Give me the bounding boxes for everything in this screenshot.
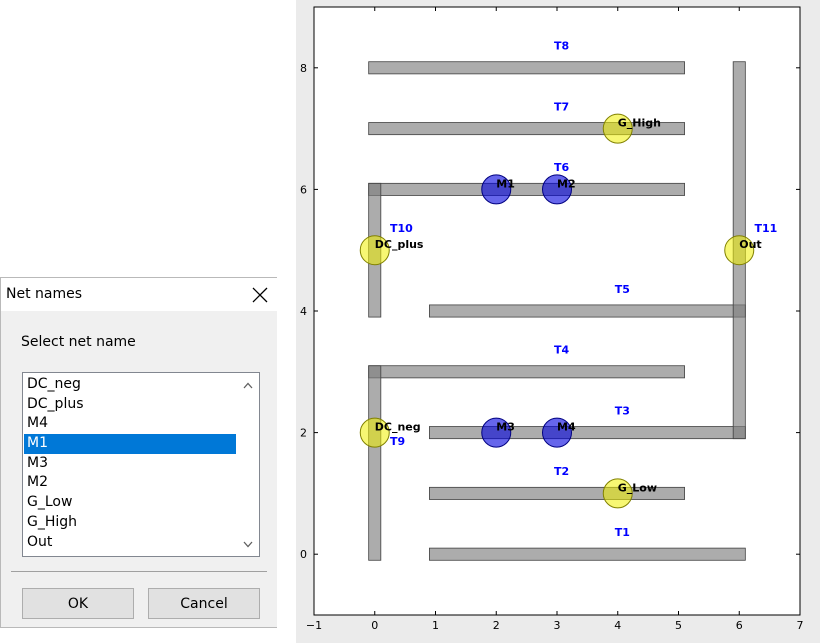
node-out xyxy=(724,235,755,266)
track-t5 xyxy=(429,304,746,318)
x-tick-label: 5 xyxy=(675,619,682,632)
node-m1 xyxy=(481,174,512,205)
y-tick-label: 6 xyxy=(300,183,307,196)
x-tick-label: 6 xyxy=(736,619,743,632)
cancel-button[interactable]: Cancel xyxy=(148,588,260,619)
node-g-high xyxy=(602,113,633,144)
button-separator xyxy=(11,571,267,572)
track-t8 xyxy=(368,61,685,75)
track-label-t4: T4 xyxy=(554,344,570,357)
track-label-t7: T7 xyxy=(554,100,569,113)
track-label-t10: T10 xyxy=(390,222,413,235)
track-t4 xyxy=(368,365,685,379)
y-tick-label: 2 xyxy=(300,427,307,440)
track-label-t9: T9 xyxy=(390,435,405,448)
node-g-low xyxy=(602,478,633,509)
chevron-up-icon xyxy=(243,382,253,388)
track-t9 xyxy=(368,365,382,561)
y-tick-label: 0 xyxy=(300,548,307,561)
ok-button[interactable]: OK xyxy=(22,588,134,619)
x-tick-label: 1 xyxy=(432,619,439,632)
node-label-dc-plus: DC_plus xyxy=(375,238,424,251)
node-label-g-low: G_Low xyxy=(618,481,657,494)
y-tick-label: 8 xyxy=(300,62,307,75)
list-item[interactable]: Out xyxy=(27,533,53,550)
chevron-down-icon xyxy=(243,541,253,547)
net-name-listbox[interactable]: DC_neg DC_plus M4 M1 M3 M2 G_Low G_High … xyxy=(22,372,260,557)
close-icon xyxy=(252,287,268,303)
x-tick-label: −1 xyxy=(306,619,322,632)
list-item[interactable]: DC_plus xyxy=(27,395,84,412)
close-button[interactable] xyxy=(249,284,271,306)
track-label-t5: T5 xyxy=(615,283,630,296)
list-item[interactable]: M2 xyxy=(27,474,48,491)
track-label-t11: T11 xyxy=(754,222,777,235)
list-item[interactable]: G_Low xyxy=(27,494,73,511)
x-tick-label: 0 xyxy=(371,619,378,632)
x-tick-label: 2 xyxy=(493,619,500,632)
node-m3 xyxy=(481,417,512,448)
node-label-m3: M3 xyxy=(496,421,515,434)
track-label-t3: T3 xyxy=(615,404,630,417)
track-label-t1: T1 xyxy=(615,526,630,539)
node-label-out: Out xyxy=(739,238,761,251)
node-label-m2: M2 xyxy=(557,177,576,190)
list-item[interactable]: M1 xyxy=(24,434,236,454)
dialog-title: Net names xyxy=(6,286,83,302)
track-label-t8: T8 xyxy=(554,40,569,53)
node-label-m1: M1 xyxy=(496,177,515,190)
list-item[interactable]: G_High xyxy=(27,513,78,530)
net-name-list: DC_neg DC_plus M4 M1 M3 M2 G_Low G_High … xyxy=(24,375,236,552)
x-tick-label: 4 xyxy=(614,619,621,632)
net-names-dialog: Net names Select net name DC_neg DC_plus… xyxy=(0,277,277,628)
track-label-t2: T2 xyxy=(554,465,569,478)
track-label-t6: T6 xyxy=(554,161,570,174)
scroll-down-button[interactable] xyxy=(237,534,259,554)
scroll-up-button[interactable] xyxy=(237,375,259,395)
dialog-titlebar: Net names xyxy=(1,278,277,311)
track-t6 xyxy=(368,182,685,196)
list-item[interactable]: DC_neg xyxy=(27,376,81,392)
listbox-scrollbar[interactable] xyxy=(237,373,259,556)
node-dc-plus xyxy=(359,235,390,266)
x-tick-label: 7 xyxy=(797,619,804,632)
node-label-g-high: G_High xyxy=(618,117,661,130)
node-label-m4: M4 xyxy=(557,421,576,434)
x-tick-label: 3 xyxy=(554,619,561,632)
track-t1 xyxy=(429,547,746,561)
track-t3 xyxy=(429,426,746,440)
list-item[interactable]: M3 xyxy=(27,454,48,471)
node-dc-neg xyxy=(359,417,390,448)
node-label-dc-neg: DC_neg xyxy=(375,421,421,434)
node-m2 xyxy=(542,174,572,205)
node-m4 xyxy=(542,417,572,448)
y-tick-label: 4 xyxy=(300,305,307,318)
select-net-prompt: Select net name xyxy=(21,334,136,350)
list-item[interactable]: M4 xyxy=(27,415,48,432)
